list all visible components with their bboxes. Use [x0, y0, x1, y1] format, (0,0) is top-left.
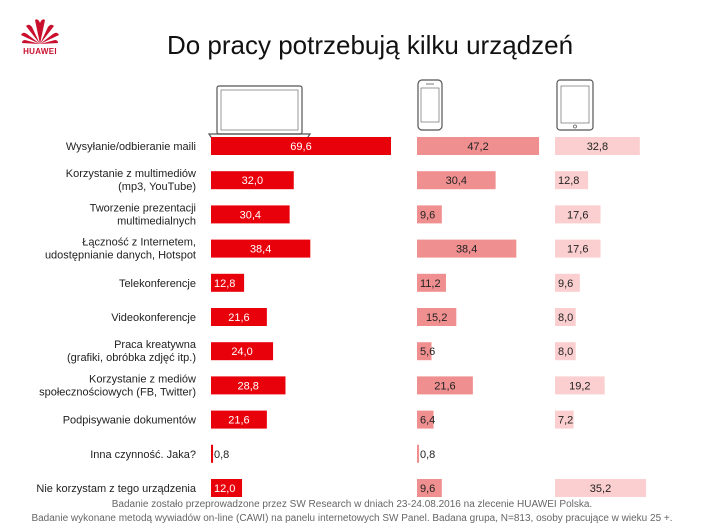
category-label: Videokonferencje — [111, 312, 196, 324]
bar-smartphone — [417, 410, 434, 429]
data-label: 28,8 — [238, 380, 259, 392]
bar-smartphone — [417, 342, 432, 361]
category-label: Nie korzystam z tego urządzenia — [36, 483, 196, 495]
category-label: Podpisywanie dokumentów — [63, 415, 196, 427]
data-label: 12,8 — [558, 175, 579, 187]
bar-laptop — [211, 479, 243, 497]
data-label: 69,6 — [290, 141, 311, 153]
bar-laptop — [211, 376, 286, 395]
data-label: 47,2 — [467, 141, 488, 153]
smartphone-icon — [417, 79, 443, 131]
data-label: 32,0 — [242, 175, 263, 187]
footer-note: Badanie zostało przeprowadzone przez SW … — [0, 498, 704, 526]
laptop-icon — [207, 85, 312, 141]
data-label: 21,6 — [228, 415, 249, 427]
data-label: 19,2 — [569, 380, 590, 392]
bar-laptop — [211, 239, 311, 258]
data-label: 12,0 — [214, 483, 235, 495]
tablet-icon — [556, 79, 594, 131]
footer-line-2: Badanie wykonane metodą wywiadów on-line… — [31, 513, 673, 524]
bar-smartphone — [417, 376, 473, 395]
bar-tablet — [555, 137, 640, 155]
data-label: 35,2 — [590, 483, 611, 495]
bar-tablet — [555, 171, 589, 190]
data-label: 9,6 — [420, 209, 435, 221]
bar-laptop — [211, 444, 214, 463]
category-label: Korzystanie z multimediów (mp3, YouTube) — [66, 168, 196, 193]
data-label: 9,6 — [420, 483, 435, 495]
bar-tablet — [555, 410, 574, 429]
data-label: 0,8 — [420, 449, 435, 461]
bar-laptop — [211, 137, 391, 155]
data-label: 17,6 — [567, 209, 588, 221]
bar-tablet — [555, 239, 601, 258]
data-label: 30,4 — [240, 209, 261, 221]
bar-laptop — [211, 342, 274, 361]
category-label: Inna czynność. Jaka? — [90, 449, 196, 461]
category-label: Praca kreatywna (grafiki, obróbka zdjęć i… — [67, 339, 197, 364]
bar-smartphone — [417, 444, 420, 463]
data-label: 11,2 — [420, 278, 441, 290]
bar-tablet — [555, 342, 576, 361]
data-label: 38,4 — [250, 244, 271, 256]
category-label: Łączność z Internetem, udostępnianie dany… — [45, 237, 196, 262]
bar-smartphone — [417, 273, 446, 292]
footer-line-1: Badanie zostało przeprowadzone przez SW … — [111, 499, 593, 510]
data-label: 30,4 — [446, 175, 467, 187]
data-label: 21,6 — [228, 312, 249, 324]
bar-smartphone — [417, 239, 517, 258]
page-title: Do pracy potrzebują kilku urządzeń — [166, 30, 574, 60]
data-label: 38,4 — [456, 244, 477, 256]
category-label: Wysyłanie/odbieranie maili — [66, 141, 196, 153]
bar-smartphone — [417, 171, 496, 190]
data-label: 17,6 — [567, 244, 588, 256]
category-label: Korzystanie z mediów społecznościowych (F… — [39, 373, 196, 398]
bar-laptop — [211, 273, 245, 292]
bar-tablet — [555, 308, 576, 326]
bar-laptop — [211, 308, 267, 326]
bar-smartphone — [417, 308, 457, 326]
data-label: 8,0 — [558, 312, 573, 324]
huawei-logo — [21, 19, 59, 44]
data-label: 5,6 — [420, 346, 435, 358]
data-label: 0,8 — [214, 449, 229, 461]
bar-smartphone — [417, 479, 442, 497]
bar-tablet — [555, 479, 647, 497]
data-label: 32,8 — [587, 141, 608, 153]
brand-name: HUAWEI — [23, 47, 57, 56]
data-label: 7,2 — [558, 415, 573, 427]
bar-chart: Wysyłanie/odbieranie maili 69,6 47,2 32,8 Ko… — [36, 79, 647, 497]
bar-tablet — [555, 273, 580, 292]
category-label: Telekonferencje — [119, 278, 196, 290]
data-label: 24,0 — [231, 346, 252, 358]
bar-tablet — [555, 376, 605, 395]
category-label: Tworzenie prezentacji multimedialnych — [90, 202, 196, 227]
data-label: 15,2 — [426, 312, 447, 324]
bar-smartphone — [417, 137, 540, 155]
data-label: 12,8 — [214, 278, 235, 290]
data-label: 8,0 — [558, 346, 573, 358]
bar-tablet — [555, 205, 601, 224]
data-label: 6,4 — [420, 415, 435, 427]
bar-laptop — [211, 205, 290, 224]
bar-smartphone — [417, 205, 442, 224]
data-label: 9,6 — [558, 278, 573, 290]
bar-laptop — [211, 171, 294, 190]
data-label: 21,6 — [434, 380, 455, 392]
bar-laptop — [211, 410, 267, 429]
